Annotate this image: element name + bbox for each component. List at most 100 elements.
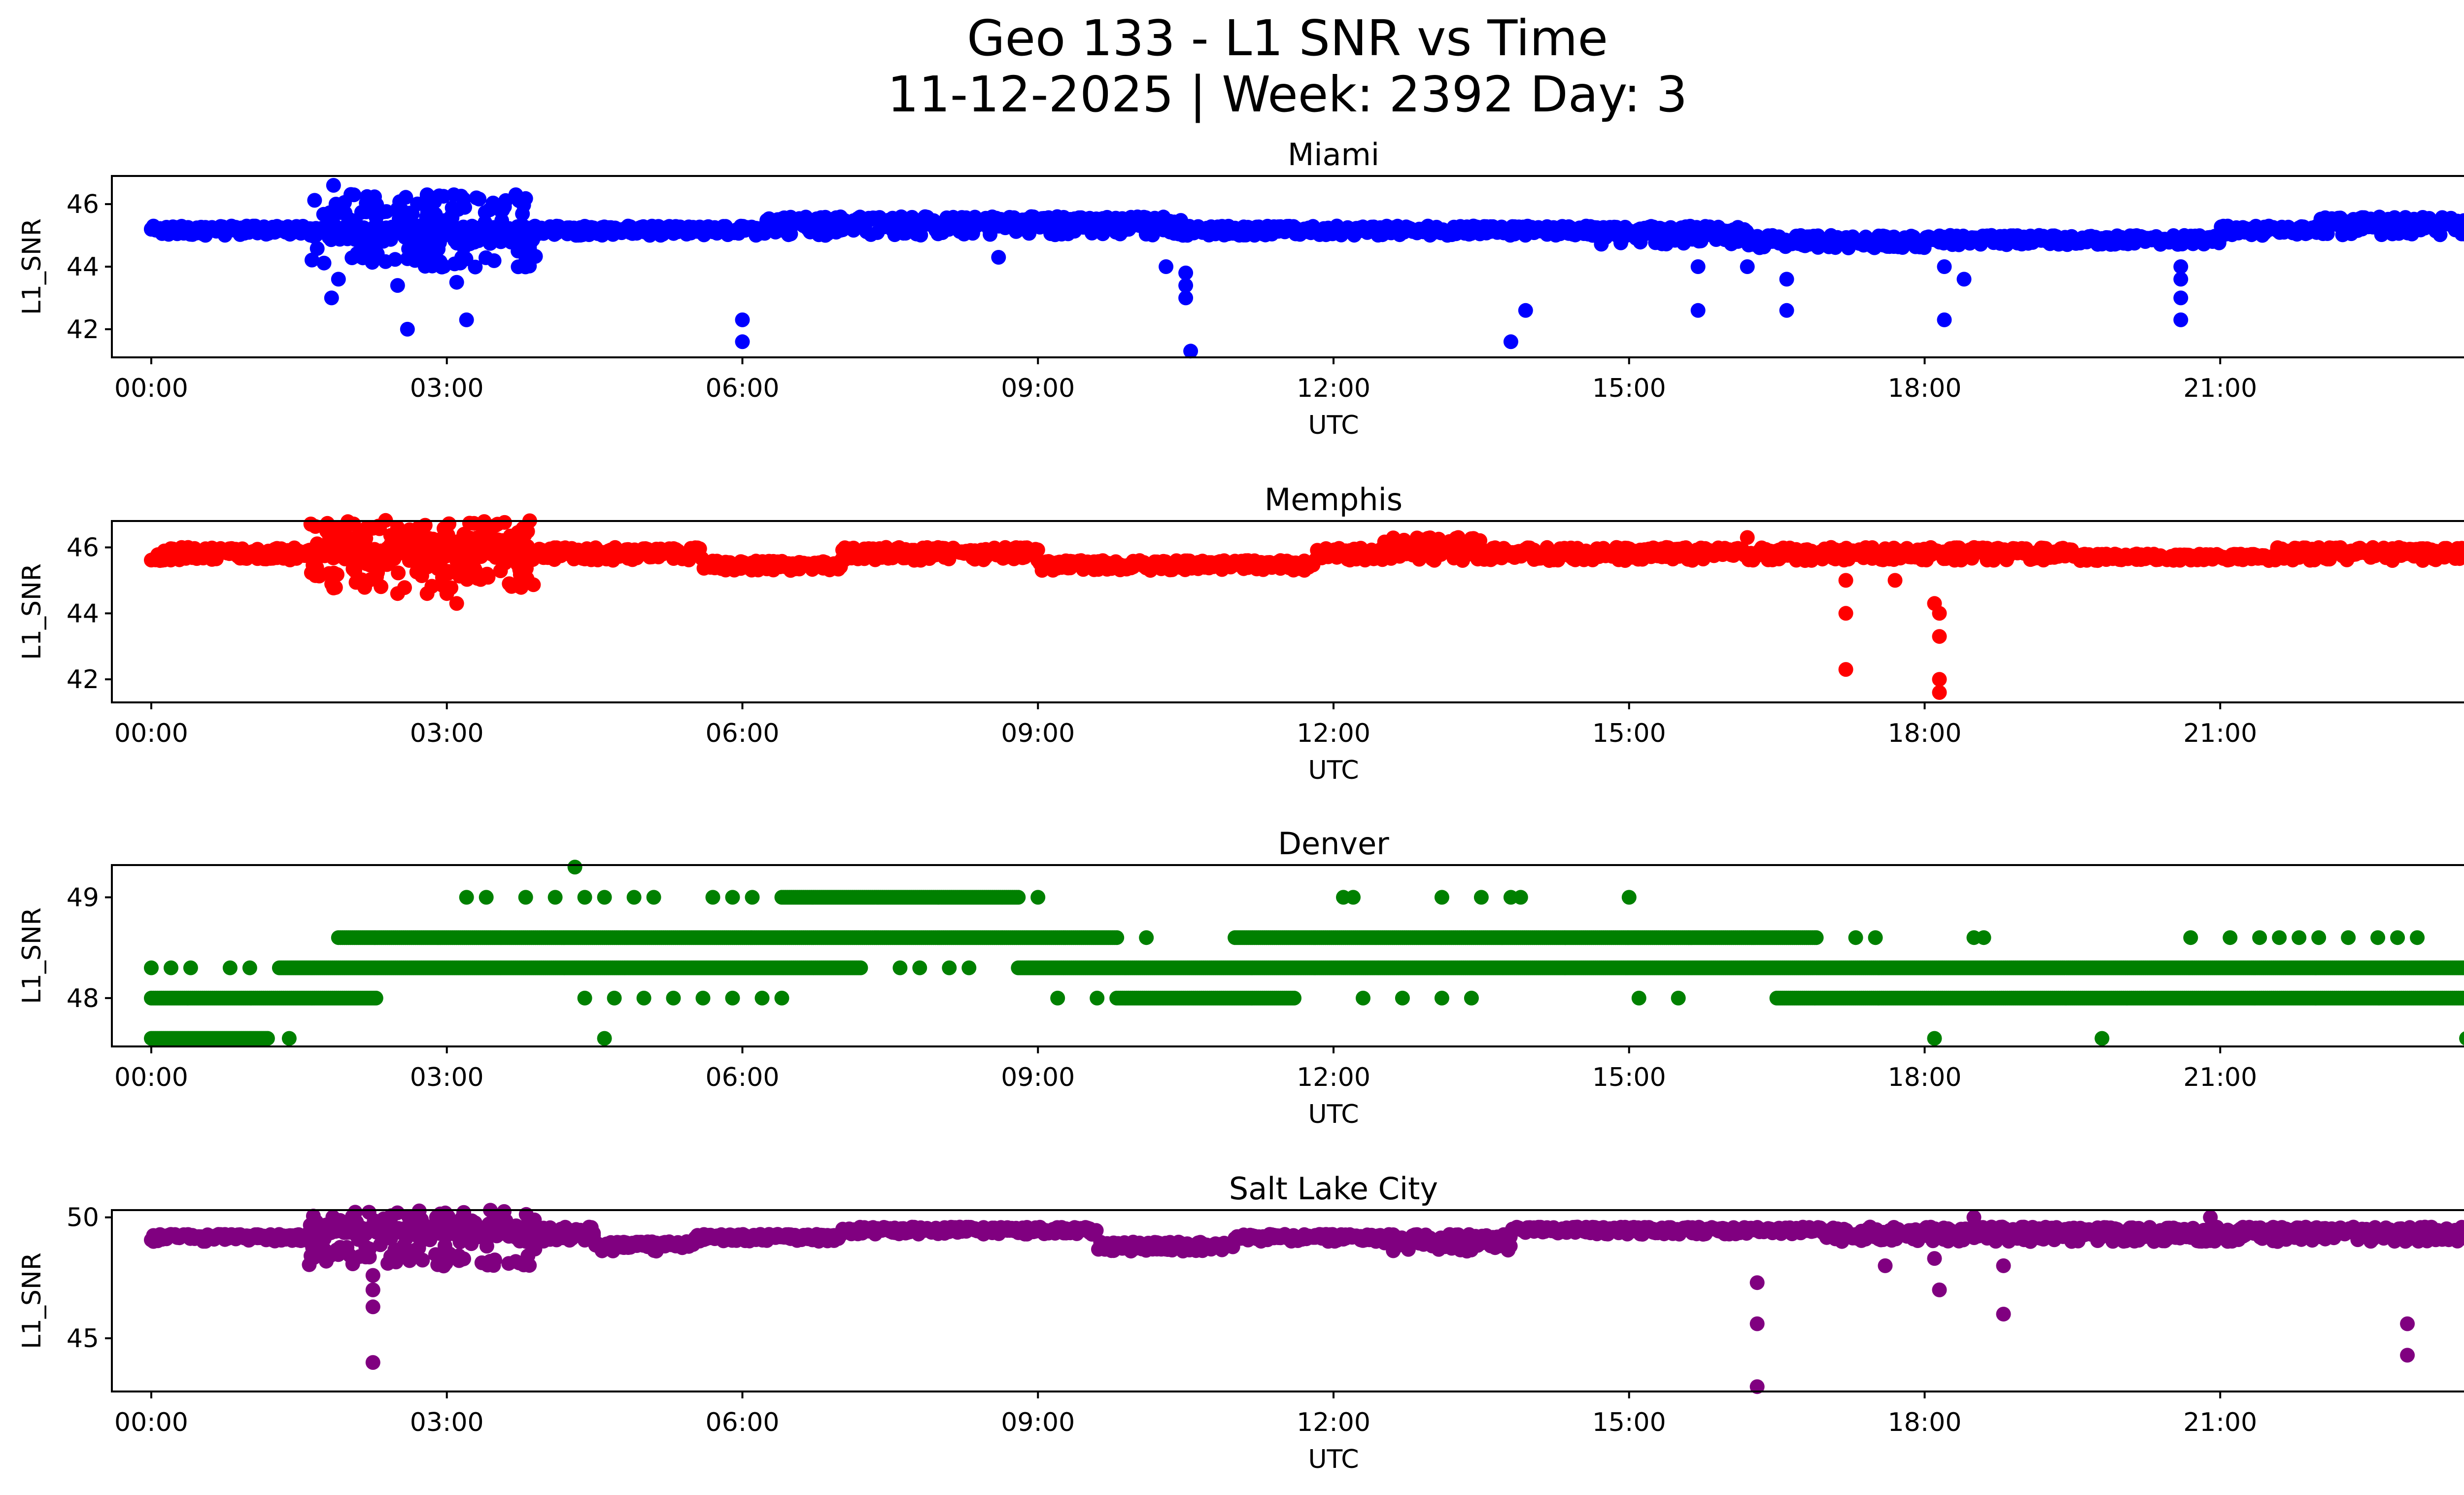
data-point — [1868, 930, 1883, 945]
data-point — [390, 586, 405, 601]
data-point — [511, 243, 526, 259]
data-point — [331, 272, 346, 287]
data-point — [458, 251, 474, 267]
x-tick-label: 03:00 — [410, 374, 484, 403]
data-point — [1518, 303, 1533, 318]
data-point — [308, 222, 323, 237]
x-tick-label: 15:00 — [1592, 374, 1666, 403]
data-point — [359, 556, 374, 571]
data-point — [457, 200, 472, 215]
data-point — [482, 236, 498, 251]
x-tick-label: 12:00 — [1297, 719, 1370, 748]
data-point — [390, 520, 405, 535]
data-point — [437, 521, 451, 536]
data-point — [387, 532, 403, 548]
data-point — [464, 554, 479, 569]
data-point — [2432, 227, 2448, 243]
x-tick-label: 09:00 — [1001, 374, 1075, 403]
x-tick-label: 00:00 — [114, 719, 188, 748]
data-point — [2252, 930, 2267, 945]
data-point — [1503, 334, 1518, 349]
data-point — [431, 242, 446, 257]
data-point — [2173, 312, 2189, 327]
panel-title: Memphis — [1265, 482, 1403, 518]
x-tick-label: 09:00 — [1001, 719, 1075, 748]
data-point — [307, 193, 322, 208]
data-point — [390, 278, 405, 293]
data-point — [2183, 930, 2198, 945]
data-point — [515, 550, 530, 565]
data-point — [511, 259, 526, 275]
data-point — [2292, 930, 2307, 945]
data-point — [493, 547, 508, 562]
x-tick-label: 12:00 — [1297, 374, 1370, 403]
data-point — [1809, 930, 1824, 945]
data-point — [372, 521, 387, 536]
data-point — [1178, 265, 1194, 280]
x-tick-label: 18:00 — [1888, 374, 1962, 403]
data-point — [473, 533, 488, 549]
data-point — [2341, 930, 2356, 945]
data-point — [449, 596, 464, 611]
panel-title: Miami — [1288, 137, 1379, 173]
data-point — [508, 187, 523, 203]
x-axis-label: UTC — [1308, 756, 1359, 785]
data-point — [517, 564, 533, 580]
data-point — [304, 517, 318, 532]
data-point — [2410, 930, 2425, 945]
data-point — [448, 223, 464, 239]
y-tick-label: 46 — [67, 533, 99, 563]
figure-title-line1: Geo 133 - L1 SNR vs Time — [967, 9, 1608, 67]
data-point — [1740, 530, 1755, 545]
data-point — [408, 253, 423, 268]
data-point — [316, 255, 332, 271]
data-point — [1937, 259, 1952, 274]
data-point — [1956, 272, 1972, 287]
data-point — [517, 527, 532, 542]
data-point — [325, 210, 341, 225]
data-point — [495, 202, 511, 217]
data-point — [2173, 259, 2189, 274]
data-point — [322, 229, 337, 244]
data-point — [1932, 672, 1947, 687]
data-point — [309, 241, 325, 256]
data-point — [2272, 930, 2287, 945]
x-axis-label: UTC — [1308, 411, 1359, 440]
data-point — [356, 231, 372, 245]
x-tick-label: 21:00 — [2183, 719, 2257, 748]
data-point — [1779, 303, 1794, 318]
x-tick-label: 00:00 — [114, 374, 188, 403]
data-point — [469, 190, 484, 206]
y-tick-label: 42 — [67, 665, 99, 695]
data-point — [1887, 573, 1903, 588]
data-point — [1838, 606, 1853, 621]
data-point — [420, 559, 435, 575]
data-points — [144, 860, 2464, 1046]
y-tick-label: 44 — [67, 252, 99, 282]
data-point — [379, 557, 395, 572]
data-point — [470, 230, 485, 245]
x-tick-label: 15:00 — [1592, 719, 1666, 748]
data-point — [400, 321, 415, 337]
data-point — [1740, 259, 1755, 274]
data-point — [1838, 662, 1853, 677]
panel-2: 00:00 03:00 06:00 09:00 12:00 15:00 18:00 21:00… — [17, 826, 2464, 1129]
data-point — [358, 204, 373, 219]
data-point — [392, 211, 407, 226]
data-point — [1690, 303, 1706, 318]
data-point — [324, 290, 339, 306]
data-point — [436, 189, 451, 204]
data-point — [449, 275, 464, 290]
data-point — [1109, 930, 1125, 945]
data-point — [419, 586, 435, 601]
data-point — [1976, 930, 1991, 945]
data-points — [144, 178, 2464, 359]
data-point — [1838, 573, 1853, 588]
data-point — [486, 253, 502, 268]
data-point — [1030, 542, 1045, 557]
data-point — [355, 250, 371, 266]
data-point — [484, 221, 500, 237]
data-point — [1139, 930, 1154, 945]
data-point — [2223, 930, 2238, 945]
